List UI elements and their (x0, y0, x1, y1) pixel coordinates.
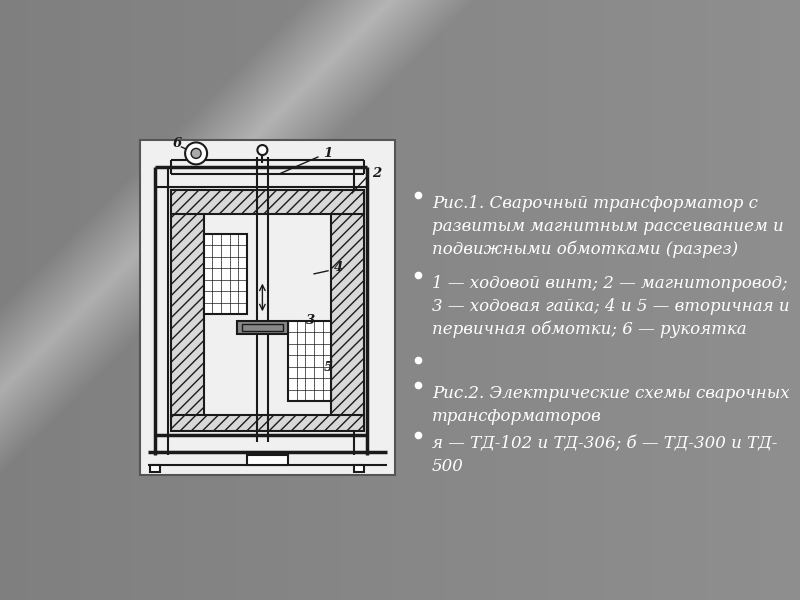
Bar (170, 190, 204, 425)
Text: 6: 6 (173, 137, 182, 150)
Bar (242, 324, 283, 331)
Circle shape (258, 145, 267, 155)
Text: 3: 3 (306, 314, 315, 328)
Bar (247, 455, 288, 465)
Bar (354, 465, 364, 472)
Text: 5: 5 (323, 361, 333, 374)
Bar (331, 190, 364, 425)
Bar (150, 465, 160, 472)
Text: Рис.1. Сварочный трансформатор с
развитым магнитным рассеиванием и
подвижными об: Рис.1. Сварочный трансформатор с развиты… (432, 195, 784, 259)
Bar (288, 321, 331, 401)
Text: 1 — ходовой винт; 2 — магнитопровод;
3 — ходовая гайка; 4 и 5 — вторичная и
перв: 1 — ходовой винт; 2 — магнитопровод; 3 —… (432, 275, 790, 338)
Bar (170, 190, 364, 214)
Bar (204, 234, 247, 314)
Text: Рис.2. Электрические схемы сварочных
трансформаторов: Рис.2. Электрические схемы сварочных тра… (432, 385, 790, 425)
Bar (237, 321, 288, 334)
Circle shape (191, 148, 201, 158)
Text: 4: 4 (334, 261, 343, 274)
Text: я — ТД-102 и ТД-306; б — ТД-300 и ТД-
500: я — ТД-102 и ТД-306; б — ТД-300 и ТД- 50… (432, 435, 778, 475)
Circle shape (185, 142, 207, 164)
Text: 1: 1 (323, 147, 333, 160)
Bar (170, 415, 364, 431)
Bar (140, 140, 395, 475)
Text: 2: 2 (372, 167, 382, 180)
